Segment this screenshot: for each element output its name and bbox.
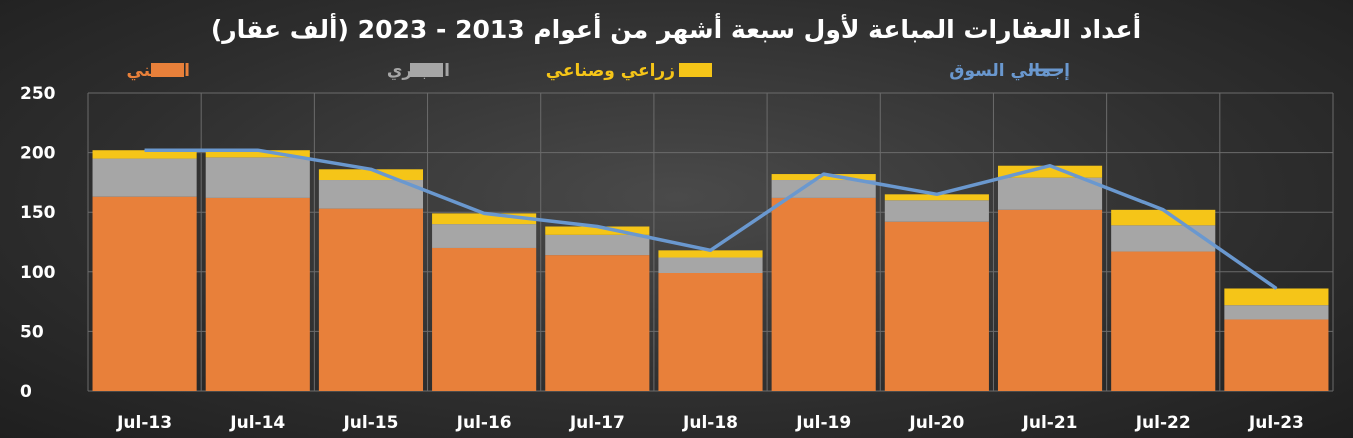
x-tick-label: Jul-13 [116,413,172,433]
y-axis: 0 50 100 150 200 250 [20,84,56,402]
x-tick-label: Jul-22 [1135,413,1191,433]
total-line [144,148,1278,290]
x-tick-label: Jul-18 [682,413,738,433]
residential-bar [92,196,197,391]
total-market-point [1275,287,1277,289]
agri-bar [545,226,650,235]
commercial-bar [1111,225,1216,252]
legend: السكني التجاري زراعي وصناعي إجمالي السوق [126,61,1070,81]
x-tick-label: Jul-21 [1022,413,1078,433]
residential-bar [432,247,537,391]
y-tick-label: 150 [20,203,56,223]
total-market-point [483,212,485,214]
residential-bar [771,197,876,391]
residential-bar [545,255,650,391]
x-tick-label: Jul-20 [908,413,964,433]
legend-label-agri: زراعي وصناعي [546,61,675,81]
total-market-point [144,149,146,151]
commercial-bar [658,257,763,273]
y-tick-label: 0 [20,382,32,402]
total-market-point [370,168,372,170]
x-tick-label: Jul-23 [1248,413,1304,433]
residential-bar [997,209,1103,391]
agri-bar [318,169,424,181]
agri-bar [205,150,310,158]
total-market-point [1049,165,1051,167]
commercial-bar [92,158,197,197]
legend-swatch-commercial [410,63,443,77]
agri-bar [997,165,1103,178]
legend-label-total: إجمالي السوق [949,61,1070,81]
bars [92,150,1329,391]
y-tick-label: 100 [20,263,56,283]
x-tick-label: Jul-19 [795,413,851,433]
commercial-bar [545,234,650,256]
legend-label-commercial: التجاري [387,61,450,81]
agri-bar [658,250,763,258]
x-tick-label: Jul-15 [342,413,398,433]
commercial-bar [1224,305,1329,320]
commercial-bar [997,177,1103,210]
y-tick-label: 200 [20,144,56,164]
legend-label-residential: السكني [126,61,190,81]
agri-bar [1224,288,1329,306]
residential-bar [1111,251,1216,391]
commercial-bar [884,200,989,222]
total-market-point [936,193,938,195]
residential-bar [884,221,989,391]
residential-bar [318,208,424,391]
agri-bar [432,213,537,225]
commercial-bar [771,180,876,198]
legend-swatch-residential [151,63,184,77]
legend-swatch-agri [679,63,712,77]
total-market-point [710,249,711,251]
agri-bar [771,174,876,181]
y-tick-label: 250 [20,84,56,104]
residential-bar [205,197,310,391]
commercial-bar [318,180,424,209]
x-tick-label: Jul-14 [229,413,285,433]
commercial-bar [432,224,537,248]
total-market-point [823,173,825,175]
x-tick-label: Jul-16 [456,413,512,433]
residential-bar [1224,319,1329,391]
commercial-bar [205,157,310,198]
agri-bar [1111,209,1216,226]
y-tick-label: 50 [20,322,44,342]
agri-bar [92,150,197,159]
total-market-point [596,226,598,228]
residential-bar [658,272,763,391]
x-tick-label: Jul-17 [569,413,625,433]
chart-title: أعداد العقارات المباعة لأول سبعة أشهر من… [211,13,1141,45]
total-market-point [1162,209,1164,211]
total-market-point [257,149,259,151]
x-axis: Jul-13 Jul-14 Jul-15 Jul-16 Jul-17 Jul-18 Jul-… [116,413,1304,433]
agri-bar [884,194,989,201]
